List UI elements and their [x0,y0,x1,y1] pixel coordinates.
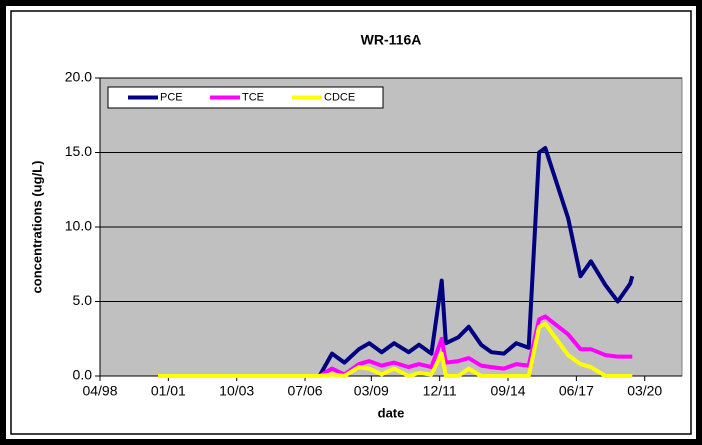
y-tick-label: 5.0 [73,292,93,308]
legend-label: TCE [242,91,264,103]
y-axis-title: concentrations (ug/L) [29,161,44,294]
series-line [158,321,633,378]
series-line [158,314,633,378]
series-line [158,146,635,378]
x-tick-label: 04/98 [82,383,117,399]
x-tick-label: 06/17 [559,383,594,399]
y-tick-label: 0.0 [73,367,93,383]
legend-box [107,86,384,109]
x-axis-title: date [378,405,405,420]
x-tick-label: 03/20 [627,383,662,399]
chart-frame [10,10,692,435]
x-tick-label: 12/11 [423,383,457,399]
chart-title: WR-116A [361,32,422,48]
y-tick-label: 15.0 [65,143,92,159]
legend-label: CDCE [324,91,355,103]
y-tick-label: 10.0 [65,218,92,234]
x-tick-label: 01/01 [151,383,186,399]
x-tick-label: 10/03 [219,383,254,399]
y-tick-label: 20.0 [65,69,92,85]
x-tick-label: 09/14 [490,383,525,399]
x-tick-label: 03/09 [354,383,389,399]
x-tick-label: 07/06 [288,383,323,399]
legend-label: PCE [160,91,183,103]
legend: PCE TCE CDCE [107,86,384,109]
